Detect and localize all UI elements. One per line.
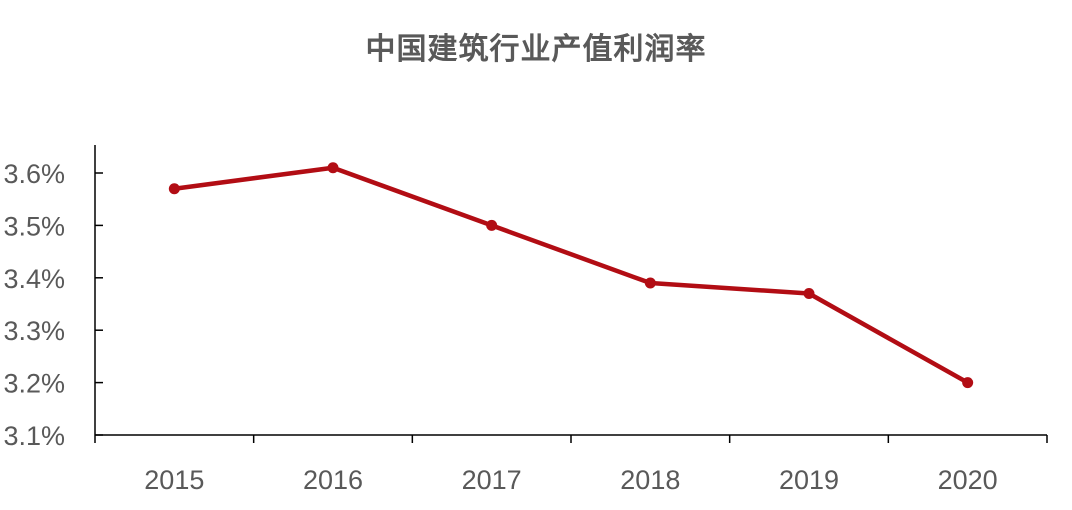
- y-tick-label: 3.1%: [3, 421, 65, 451]
- series-group: [168, 162, 974, 389]
- data-point: [486, 219, 498, 231]
- data-point: [327, 162, 339, 174]
- data-point: [644, 277, 656, 289]
- x-tick-label: 2018: [620, 465, 680, 495]
- x-tick-label: 2017: [462, 465, 522, 495]
- x-tick-label: 2019: [779, 465, 839, 495]
- axes: [94, 145, 1047, 436]
- chart-title: 中国建筑行业产值利润率: [365, 32, 707, 67]
- data-point: [168, 183, 180, 195]
- data-point: [803, 288, 815, 300]
- y-axis-ticks: 3.1% 3.2% 3.3% 3.4% 3.5% 3.6%: [3, 159, 103, 451]
- y-tick-label: 3.5%: [3, 211, 65, 241]
- y-tick-label: 3.4%: [3, 264, 65, 294]
- series-line: [172, 165, 970, 385]
- y-tick-label: 3.3%: [3, 316, 65, 346]
- x-tick-label: 2016: [303, 465, 363, 495]
- x-tick-label: 2020: [938, 465, 998, 495]
- y-tick-label: 3.2%: [3, 369, 65, 399]
- x-axis-ticks: 2015 2016 2017 2018 2019 2020: [94, 435, 1048, 495]
- data-point: [962, 377, 974, 389]
- x-tick-label: 2015: [144, 465, 204, 495]
- y-tick-label: 3.6%: [3, 159, 65, 189]
